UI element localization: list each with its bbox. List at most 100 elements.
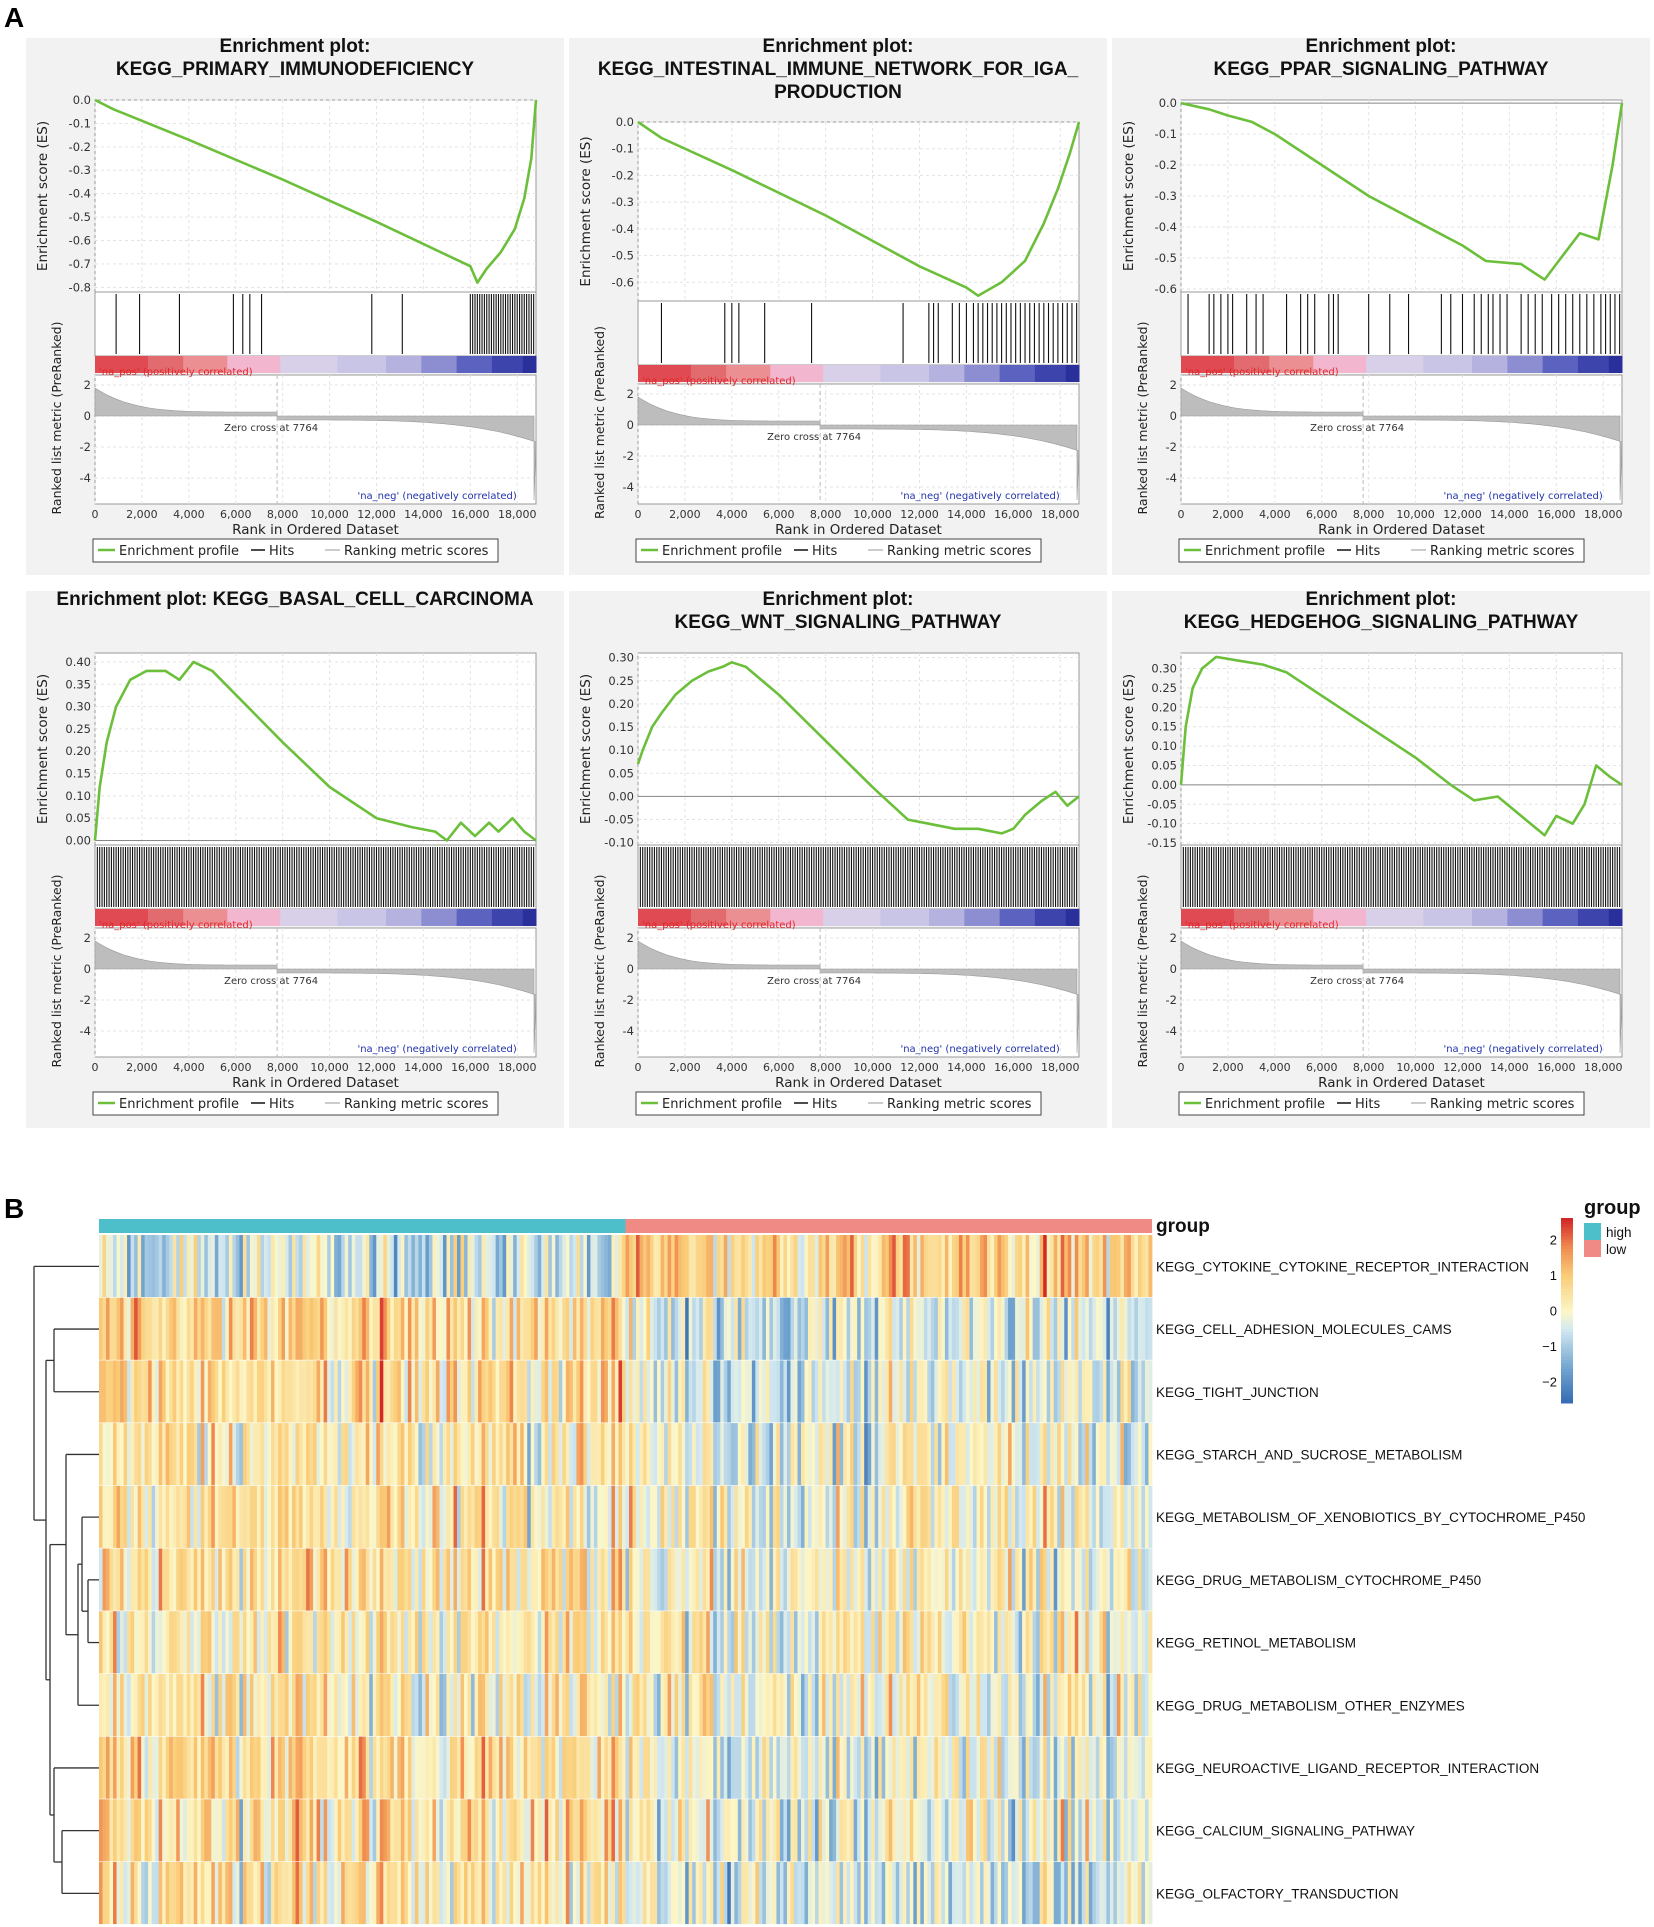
heatmap-cell: [913, 1862, 918, 1925]
heatmap-cell: [1095, 1862, 1100, 1925]
heatmap-cell: [1053, 1862, 1058, 1925]
heatmap-cell: [811, 1548, 816, 1611]
heatmap-cell: [551, 1423, 556, 1486]
heatmap-cell: [418, 1736, 423, 1799]
heatmap-cell: [404, 1235, 409, 1298]
heatmap-cell: [1127, 1673, 1132, 1736]
heatmap-cell: [113, 1423, 117, 1486]
heatmap-cell: [1008, 1799, 1012, 1862]
heatmap-cell: [1036, 1360, 1041, 1423]
heatmap-cell: [446, 1485, 451, 1548]
heatmap-cell: [980, 1235, 984, 1298]
heatmap-cell: [621, 1673, 626, 1736]
heatmap-cell: [151, 1799, 156, 1862]
heatmap-cell: [569, 1862, 574, 1925]
heatmap-cell: [274, 1611, 279, 1674]
heatmap-cell: [176, 1423, 181, 1486]
y-tick-label: -0.6: [612, 275, 634, 289]
heatmap-cell: [534, 1799, 539, 1862]
y-tick-label: -0.4: [1155, 220, 1177, 234]
heatmap-cell: [579, 1862, 584, 1925]
heatmap-cell: [885, 1799, 890, 1862]
heatmap-cell: [397, 1235, 402, 1298]
heatmap-cell: [881, 1611, 886, 1674]
heatmap-cell: [1078, 1485, 1083, 1548]
heatmap-cell: [99, 1423, 103, 1486]
heatmap-cell: [885, 1736, 890, 1799]
heatmap-cell: [1081, 1611, 1086, 1674]
heatmap-cell: [228, 1297, 233, 1360]
heatmap-cell: [313, 1235, 318, 1298]
heatmap-cell: [344, 1423, 349, 1486]
heatmap-cell: [295, 1485, 300, 1548]
colorbar-segment: [1561, 1227, 1573, 1231]
heatmap-cell: [295, 1611, 300, 1674]
heatmap-cell: [793, 1360, 798, 1423]
heatmap-cell: [534, 1611, 539, 1674]
heatmap-cell: [551, 1360, 556, 1423]
heatmap-cell: [709, 1673, 714, 1736]
heatmap-cell: [263, 1673, 268, 1736]
heatmap-cell: [1039, 1736, 1044, 1799]
heatmap-cell: [1001, 1799, 1005, 1862]
heatmap-cell: [695, 1360, 700, 1423]
enrichment-profile-line: [94, 98, 538, 284]
heatmap-cell: [555, 1862, 560, 1925]
rank-color-band: [638, 365, 692, 382]
heatmap-cell: [537, 1736, 542, 1799]
heatmap-cell: [228, 1423, 233, 1486]
heatmap-cell: [130, 1235, 135, 1298]
heatmap-cell: [990, 1862, 995, 1925]
y-tick-label: 0.05: [1151, 758, 1177, 772]
heatmap-cell: [755, 1548, 760, 1611]
heatmap-cell: [618, 1799, 623, 1862]
heatmap-cell: [1022, 1235, 1027, 1298]
heatmap-cell: [930, 1360, 935, 1423]
heatmap-cell: [1120, 1423, 1125, 1486]
heatmap-cell: [976, 1360, 981, 1423]
heatmap-cell: [207, 1673, 212, 1736]
heatmap-cell: [355, 1235, 360, 1298]
heatmap-cell: [604, 1360, 609, 1423]
heatmap-cell: [386, 1485, 391, 1548]
heatmap-cell: [808, 1799, 812, 1862]
heatmap-cell: [221, 1548, 226, 1611]
heatmap-cell: [976, 1673, 981, 1736]
heatmap-cell: [442, 1862, 447, 1925]
heatmap-cell: [1011, 1297, 1016, 1360]
rank-color-band: [1065, 909, 1080, 926]
heatmap-cell: [734, 1423, 739, 1486]
heatmap-cell: [425, 1235, 430, 1298]
heatmap-cell: [1036, 1736, 1041, 1799]
heatmap-cell: [562, 1548, 567, 1611]
heatmap-cell: [485, 1673, 490, 1736]
heatmap-cell: [1018, 1799, 1023, 1862]
colorbar-segment: [1561, 1298, 1573, 1302]
heatmap-cell: [555, 1485, 560, 1548]
heatmap-cell: [162, 1862, 167, 1925]
heatmap-cell: [432, 1611, 437, 1674]
heatmap-cell: [232, 1297, 237, 1360]
metric-tick-label: 2: [1170, 378, 1177, 392]
heatmap-cell: [457, 1360, 461, 1423]
heatmap-cell: [607, 1611, 612, 1674]
colorbar-segment: [1561, 1350, 1573, 1355]
heatmap-cell: [895, 1799, 900, 1862]
heatmap-cell: [643, 1485, 647, 1548]
heatmap-cell: [162, 1423, 167, 1486]
heatmap-cell: [572, 1360, 577, 1423]
heatmap-cell: [348, 1673, 353, 1736]
heatmap-cell: [1032, 1485, 1037, 1548]
heatmap-cell: [727, 1297, 732, 1360]
heatmap-cell: [639, 1360, 644, 1423]
heatmap-cell: [646, 1548, 651, 1611]
heatmap-cell: [836, 1485, 841, 1548]
heatmap-cell: [344, 1862, 349, 1925]
heatmap-cell: [755, 1360, 760, 1423]
heatmap-cell: [1029, 1736, 1034, 1799]
heatmap-cell: [632, 1862, 637, 1925]
heatmap-cell: [1123, 1611, 1128, 1674]
heatmap-cell: [120, 1485, 124, 1548]
heatmap-cell: [1092, 1548, 1097, 1611]
heatmap-cell: [920, 1360, 925, 1423]
